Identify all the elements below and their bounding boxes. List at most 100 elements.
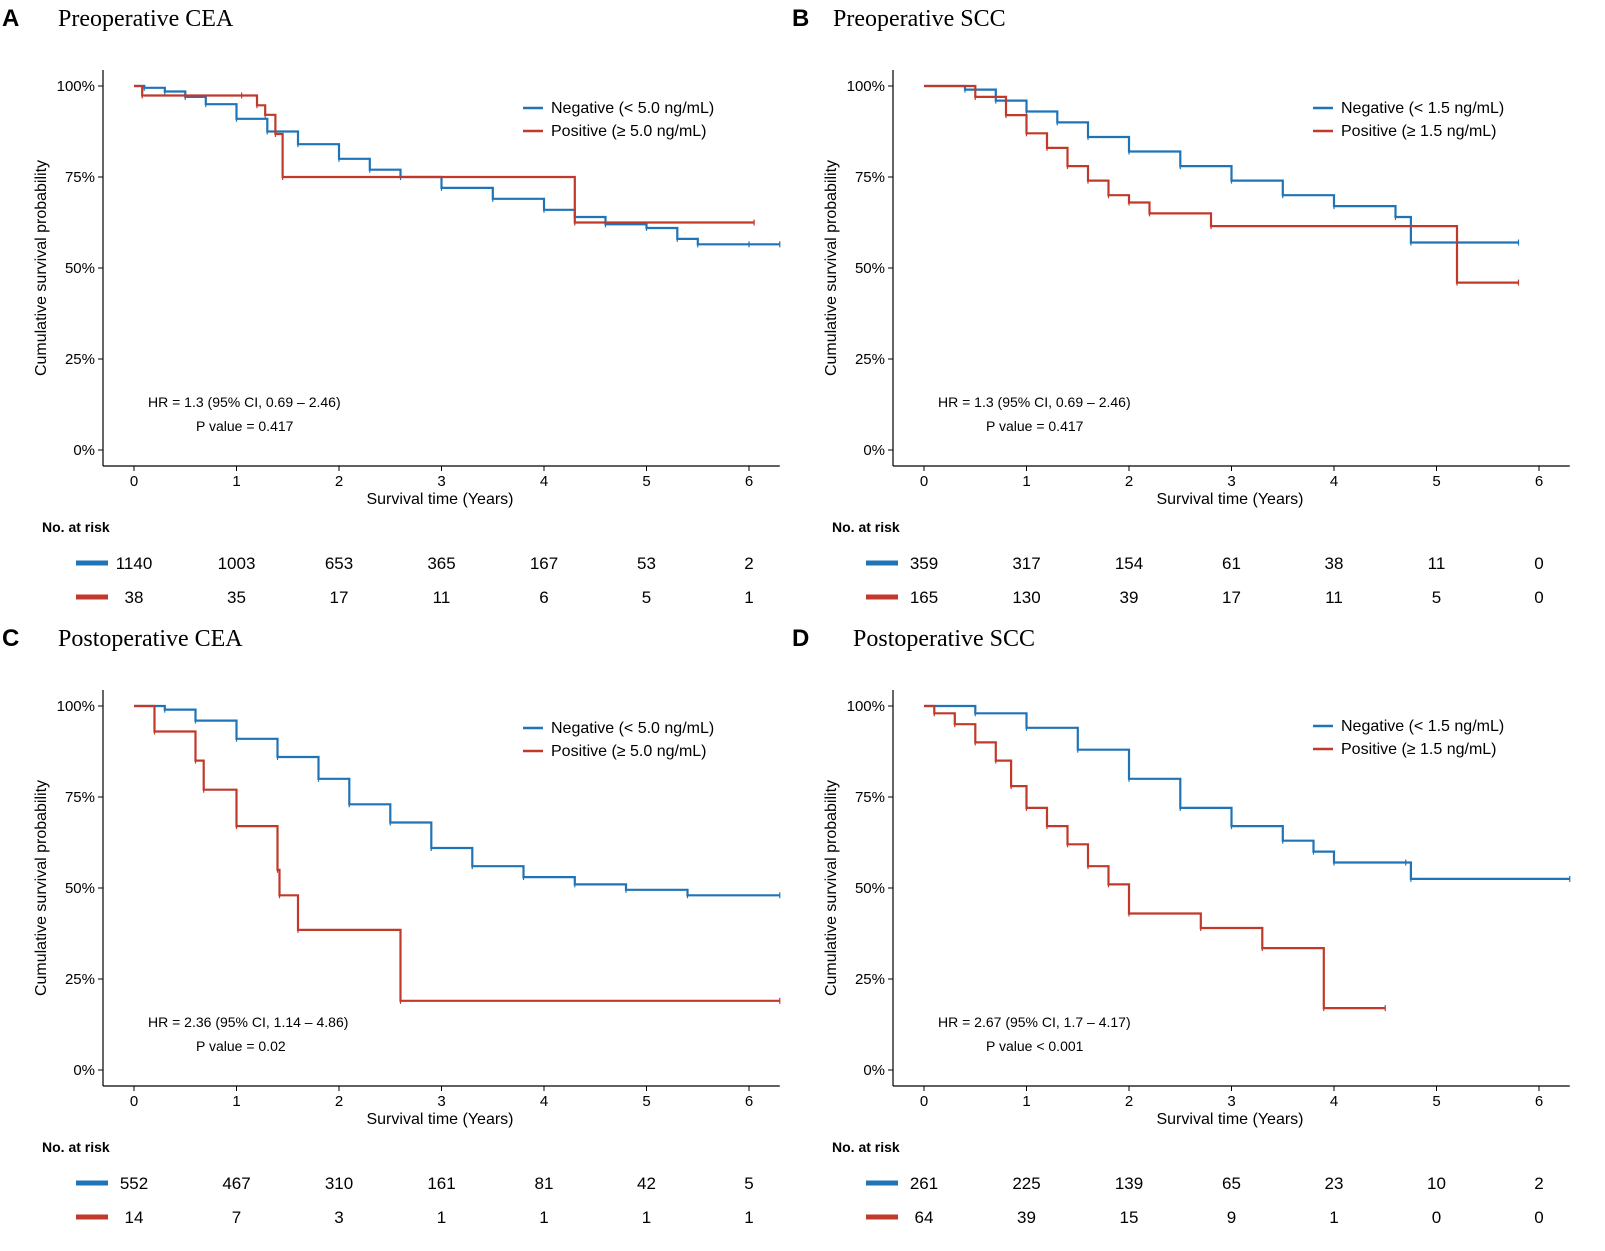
risk-positive-count: 1 — [539, 1208, 548, 1227]
x-axis-label: Survival time (Years) — [1156, 1111, 1303, 1128]
x-tick-label: 3 — [437, 473, 445, 490]
y-tick-label: 25% — [855, 971, 885, 988]
x-tick-label: 2 — [1125, 473, 1133, 490]
x-axis-label: Survival time (Years) — [366, 1111, 513, 1128]
panel-title: Preoperative CEA — [58, 6, 234, 32]
x-tick-label: 5 — [642, 473, 650, 490]
risk-positive-count: 1 — [744, 588, 753, 607]
hazard-ratio-text: HR = 2.36 (95% CI, 1.14 – 4.86) — [148, 1014, 348, 1030]
p-value-text: P value = 0.417 — [196, 418, 294, 434]
x-tick-label: 5 — [1432, 1093, 1440, 1110]
risk-positive-count: 1 — [1329, 1208, 1338, 1227]
risk-negative-count: 1140 — [116, 554, 153, 573]
y-tick-label: 0% — [863, 1062, 885, 1079]
risk-positive-count: 1 — [642, 1208, 651, 1227]
risk-positive-count: 17 — [330, 588, 349, 607]
legend-negative-label: Negative (< 1.5 ng/mL) — [1341, 100, 1504, 117]
risk-positive-count: 17 — [1222, 588, 1241, 607]
x-tick-label: 2 — [335, 1093, 343, 1110]
hazard-ratio-text: HR = 1.3 (95% CI, 0.69 – 2.46) — [148, 394, 341, 410]
x-tick-label: 5 — [642, 1093, 650, 1110]
y-tick-label: 100% — [57, 78, 95, 95]
x-tick-label: 4 — [1330, 1093, 1338, 1110]
risk-negative-count: 365 — [427, 554, 455, 573]
legend-positive-label: Positive (≥ 1.5 ng/mL) — [1341, 123, 1497, 140]
risk-positive-count: 0 — [1534, 588, 1543, 607]
negative-survival-curve — [134, 704, 780, 897]
y-tick-label: 50% — [65, 880, 95, 897]
risk-positive-count: 1 — [437, 1208, 446, 1227]
x-tick-label: 3 — [1227, 1093, 1235, 1110]
y-tick-label: 75% — [855, 169, 885, 186]
y-tick-label: 0% — [73, 1062, 95, 1079]
risk-positive-count: 11 — [433, 588, 451, 607]
x-tick-label: 2 — [1125, 1093, 1133, 1110]
risk-negative-count: 2 — [1534, 1174, 1543, 1193]
risk-table-header: No. at risk — [832, 519, 900, 535]
risk-negative-count: 653 — [325, 554, 353, 573]
p-value-text: P value = 0.417 — [986, 418, 1084, 434]
y-tick-label: 100% — [847, 698, 885, 715]
x-tick-label: 4 — [540, 1093, 548, 1110]
y-axis-label: Cumulative survival probability — [823, 780, 840, 996]
x-tick-label: 0 — [920, 473, 928, 490]
x-tick-label: 5 — [1432, 473, 1440, 490]
x-tick-label: 1 — [1022, 473, 1030, 490]
risk-positive-count: 14 — [125, 1208, 144, 1227]
x-tick-label: 4 — [1330, 473, 1338, 490]
risk-positive-count: 130 — [1012, 588, 1040, 607]
y-tick-label: 50% — [855, 880, 885, 897]
x-tick-label: 0 — [130, 1093, 138, 1110]
risk-positive-count: 15 — [1120, 1208, 1139, 1227]
y-tick-label: 50% — [65, 260, 95, 277]
x-tick-label: 4 — [540, 473, 548, 490]
risk-negative-count: 317 — [1012, 554, 1040, 573]
risk-negative-count: 161 — [427, 1174, 455, 1193]
legend-positive-label: Positive (≥ 1.5 ng/mL) — [1341, 741, 1497, 758]
x-tick-label: 6 — [1535, 473, 1543, 490]
p-value-text: P value = 0.02 — [196, 1038, 286, 1054]
risk-positive-count: 39 — [1120, 588, 1139, 607]
risk-negative-count: 53 — [637, 554, 656, 573]
p-value-text: P value < 0.001 — [986, 1038, 1084, 1054]
x-tick-label: 3 — [1227, 473, 1235, 490]
risk-table-header: No. at risk — [42, 519, 110, 535]
risk-table-header: No. at risk — [832, 1139, 900, 1155]
risk-negative-count: 359 — [910, 554, 938, 573]
x-tick-label: 1 — [232, 1093, 240, 1110]
y-tick-label: 100% — [847, 78, 885, 95]
risk-positive-count: 35 — [227, 588, 246, 607]
risk-negative-count: 5 — [744, 1174, 753, 1193]
risk-negative-count: 2 — [744, 554, 753, 573]
risk-positive-count: 3 — [334, 1208, 343, 1227]
risk-negative-count: 38 — [1325, 554, 1344, 573]
risk-negative-count: 310 — [325, 1174, 353, 1193]
risk-negative-count: 225 — [1012, 1174, 1040, 1193]
risk-negative-count: 81 — [535, 1174, 554, 1193]
y-axis-label: Cumulative survival probability — [33, 780, 50, 996]
panel-letter: A — [2, 5, 19, 32]
hazard-ratio-text: HR = 1.3 (95% CI, 0.69 – 2.46) — [938, 394, 1131, 410]
panel-title: Postoperative SCC — [853, 626, 1035, 652]
risk-positive-count: 165 — [910, 588, 938, 607]
panel-letter: B — [792, 5, 809, 32]
y-axis-label: Cumulative survival probability — [33, 160, 50, 376]
y-tick-label: 75% — [65, 169, 95, 186]
risk-positive-count: 39 — [1017, 1208, 1036, 1227]
risk-positive-count: 7 — [232, 1208, 241, 1227]
risk-negative-count: 61 — [1222, 554, 1241, 573]
y-tick-label: 0% — [73, 442, 95, 459]
x-tick-label: 1 — [1022, 1093, 1030, 1110]
negative-survival-curve — [924, 84, 1519, 244]
panel-title: Postoperative CEA — [58, 626, 243, 652]
positive-survival-curve — [924, 704, 1386, 1010]
risk-positive-count: 1 — [744, 1208, 753, 1227]
positive-survival-curve — [134, 704, 780, 1002]
risk-negative-count: 23 — [1325, 1174, 1344, 1193]
risk-negative-count: 139 — [1115, 1174, 1143, 1193]
y-tick-label: 25% — [65, 971, 95, 988]
panel-b: B Preoperative SCC 0% 25% 50% 75% 100% 0 1 2 3 4 5 6 S… — [792, 5, 1570, 607]
legend-negative-label: Negative (< 5.0 ng/mL) — [551, 100, 714, 117]
